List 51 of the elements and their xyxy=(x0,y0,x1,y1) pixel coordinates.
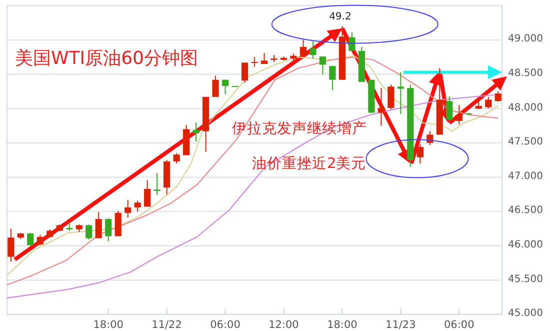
candlestick xyxy=(416,144,424,164)
candlestick xyxy=(134,200,141,212)
x-tick-label: 18:00 xyxy=(93,319,124,331)
candlestick xyxy=(494,90,502,102)
y-tick-label: 47.500 xyxy=(508,136,543,148)
candlestick xyxy=(86,224,92,240)
x-tick-label: 11/23 xyxy=(386,319,416,331)
y-tick-label: 46.500 xyxy=(508,205,543,216)
candlestick xyxy=(251,56,258,68)
candlestick xyxy=(397,72,404,115)
candlestick xyxy=(124,199,132,218)
x-tick-label: 12:00 xyxy=(268,319,299,331)
annotation: 伊拉克发声继续增产 xyxy=(232,120,367,137)
candlestick xyxy=(36,234,44,246)
y-tick-label: 45.500 xyxy=(508,274,543,285)
candlestick xyxy=(144,179,151,208)
y-tick-label: 45.000 xyxy=(508,308,543,320)
y-tick-label: 48.500 xyxy=(508,68,543,80)
candlestick xyxy=(378,88,384,126)
candlestick xyxy=(192,122,200,142)
y-tick-label: 49.000 xyxy=(508,34,543,45)
candlestick xyxy=(241,62,248,84)
candlestick xyxy=(105,218,112,242)
candlestick xyxy=(300,40,307,56)
candlestick xyxy=(154,172,160,196)
y-tick-label: 48.000 xyxy=(508,102,543,114)
x-tick-label: 06:00 xyxy=(210,319,240,331)
candlestick xyxy=(456,104,462,125)
candlestick xyxy=(388,84,394,110)
x-tick-label: 11/22 xyxy=(152,319,182,331)
annotation: 油价重挫近2美元 xyxy=(252,155,366,172)
candlestick xyxy=(319,56,326,75)
candlestick xyxy=(8,228,14,262)
candlestick xyxy=(426,130,434,146)
x-tick-label: 06:00 xyxy=(444,319,474,331)
text: 美国WTI原油60分钟图 xyxy=(15,48,198,69)
candlestick xyxy=(485,96,492,110)
candlestick xyxy=(212,75,219,98)
candlestick xyxy=(222,79,229,95)
y-tick-label: 46.000 xyxy=(508,240,543,251)
y-tick-label: 47.000 xyxy=(508,170,543,182)
candlestick xyxy=(27,232,34,246)
candlestick xyxy=(310,40,316,60)
candlestick xyxy=(329,66,336,91)
x-tick-label: 18:00 xyxy=(327,319,358,331)
annotation: 49.2 xyxy=(329,11,352,22)
candlestick xyxy=(348,32,356,52)
candlestick xyxy=(446,96,453,122)
candlestick xyxy=(95,212,102,239)
candlestick xyxy=(173,152,180,164)
candlestick xyxy=(114,210,122,237)
